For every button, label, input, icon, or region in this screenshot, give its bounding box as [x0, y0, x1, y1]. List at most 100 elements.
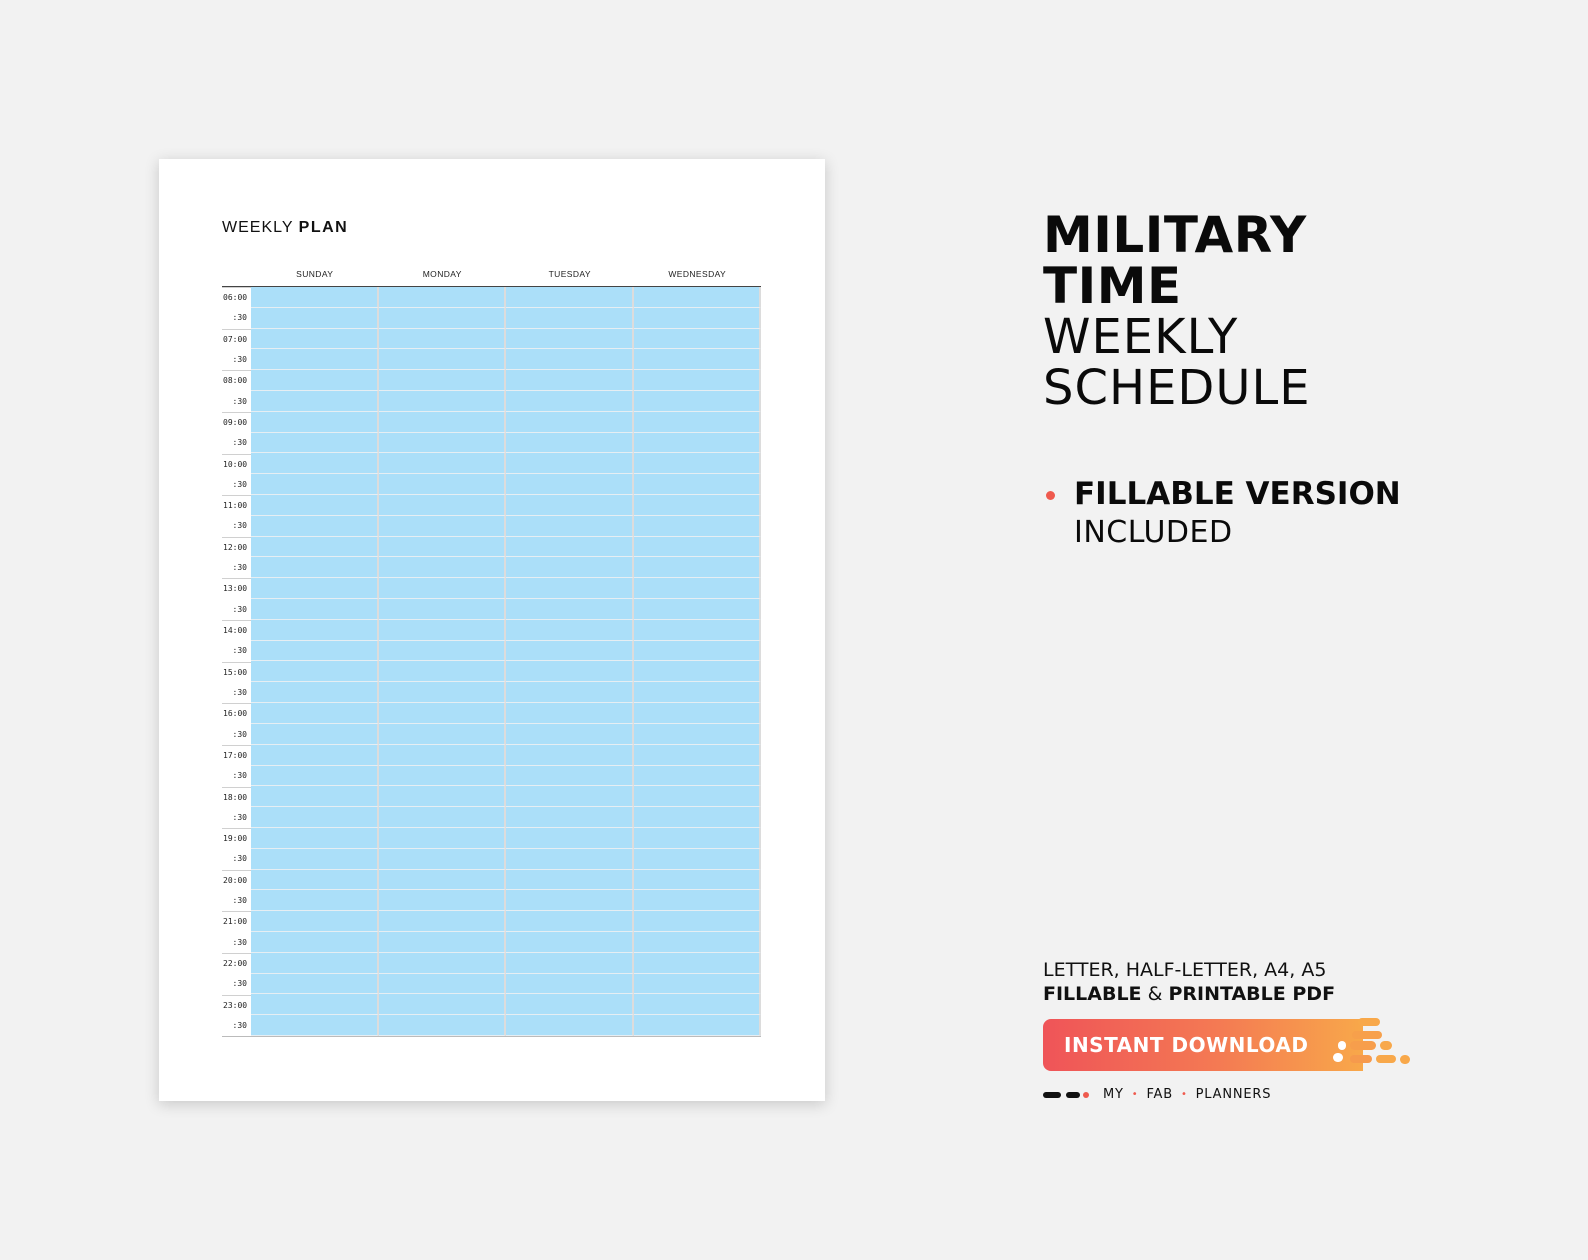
schedule-cell[interactable]: [506, 973, 634, 995]
schedule-cell[interactable]: [378, 640, 506, 662]
schedule-cell[interactable]: [378, 744, 506, 766]
schedule-cell[interactable]: [633, 495, 761, 516]
schedule-cell[interactable]: [506, 807, 634, 828]
schedule-cell[interactable]: [251, 432, 379, 454]
schedule-cell[interactable]: [506, 682, 634, 704]
schedule-cell[interactable]: [251, 495, 379, 516]
schedule-cell[interactable]: [251, 536, 379, 558]
schedule-cell[interactable]: [251, 640, 379, 662]
schedule-cell[interactable]: [378, 578, 506, 600]
schedule-cell[interactable]: [506, 515, 634, 537]
schedule-cell[interactable]: [251, 391, 379, 412]
schedule-cell[interactable]: [378, 723, 506, 745]
schedule-cell[interactable]: [633, 411, 761, 433]
schedule-cell[interactable]: [251, 661, 379, 683]
schedule-cell[interactable]: [251, 682, 379, 704]
schedule-cell[interactable]: [633, 536, 761, 558]
schedule-cell[interactable]: [633, 827, 761, 849]
schedule-cell[interactable]: [378, 287, 506, 308]
schedule-cell[interactable]: [251, 1015, 379, 1036]
schedule-cell[interactable]: [251, 599, 379, 620]
schedule-cell[interactable]: [633, 515, 761, 537]
schedule-cell[interactable]: [378, 515, 506, 537]
schedule-cell[interactable]: [506, 952, 634, 974]
schedule-cell[interactable]: [251, 703, 379, 724]
schedule-cell[interactable]: [506, 619, 634, 641]
schedule-cell[interactable]: [378, 994, 506, 1016]
schedule-cell[interactable]: [251, 411, 379, 433]
schedule-cell[interactable]: [633, 807, 761, 828]
schedule-cell[interactable]: [251, 911, 379, 932]
schedule-cell[interactable]: [378, 328, 506, 350]
schedule-cell[interactable]: [633, 287, 761, 308]
schedule-cell[interactable]: [378, 619, 506, 641]
schedule-cell[interactable]: [506, 765, 634, 787]
schedule-cell[interactable]: [633, 640, 761, 662]
schedule-cell[interactable]: [378, 411, 506, 433]
schedule-cell[interactable]: [251, 349, 379, 371]
schedule-cell[interactable]: [251, 786, 379, 808]
schedule-cell[interactable]: [251, 578, 379, 600]
schedule-cell[interactable]: [506, 1015, 634, 1036]
schedule-cell[interactable]: [633, 578, 761, 600]
schedule-cell[interactable]: [633, 786, 761, 808]
schedule-cell[interactable]: [251, 515, 379, 537]
schedule-cell[interactable]: [506, 661, 634, 683]
schedule-cell[interactable]: [633, 599, 761, 620]
schedule-cell[interactable]: [633, 557, 761, 579]
schedule-cell[interactable]: [506, 474, 634, 496]
schedule-cell[interactable]: [378, 349, 506, 371]
schedule-cell[interactable]: [378, 973, 506, 995]
schedule-cell[interactable]: [506, 890, 634, 912]
schedule-cell[interactable]: [633, 1015, 761, 1036]
schedule-cell[interactable]: [506, 931, 634, 953]
schedule-cell[interactable]: [378, 536, 506, 558]
schedule-cell[interactable]: [506, 744, 634, 766]
schedule-cell[interactable]: [251, 557, 379, 579]
schedule-cell[interactable]: [251, 307, 379, 329]
schedule-cell[interactable]: [633, 349, 761, 371]
schedule-cell[interactable]: [251, 994, 379, 1016]
schedule-cell[interactable]: [633, 703, 761, 724]
schedule-cell[interactable]: [633, 391, 761, 412]
schedule-cell[interactable]: [506, 848, 634, 870]
schedule-cell[interactable]: [378, 453, 506, 475]
schedule-cell[interactable]: [506, 827, 634, 849]
schedule-cell[interactable]: [378, 370, 506, 392]
schedule-cell[interactable]: [633, 328, 761, 350]
schedule-cell[interactable]: [633, 994, 761, 1016]
schedule-cell[interactable]: [506, 349, 634, 371]
schedule-cell[interactable]: [251, 952, 379, 974]
schedule-cell[interactable]: [378, 807, 506, 828]
schedule-cell[interactable]: [378, 703, 506, 724]
schedule-cell[interactable]: [251, 619, 379, 641]
schedule-cell[interactable]: [378, 307, 506, 329]
schedule-cell[interactable]: [633, 682, 761, 704]
schedule-cell[interactable]: [251, 474, 379, 496]
schedule-cell[interactable]: [378, 391, 506, 412]
schedule-cell[interactable]: [633, 952, 761, 974]
schedule-cell[interactable]: [506, 994, 634, 1016]
schedule-cell[interactable]: [251, 973, 379, 995]
schedule-cell[interactable]: [633, 848, 761, 870]
schedule-cell[interactable]: [506, 411, 634, 433]
schedule-cell[interactable]: [506, 640, 634, 662]
schedule-cell[interactable]: [506, 370, 634, 392]
schedule-cell[interactable]: [378, 599, 506, 620]
schedule-cell[interactable]: [633, 432, 761, 454]
schedule-cell[interactable]: [633, 307, 761, 329]
schedule-cell[interactable]: [251, 328, 379, 350]
schedule-cell[interactable]: [251, 744, 379, 766]
schedule-cell[interactable]: [251, 453, 379, 475]
schedule-cell[interactable]: [378, 495, 506, 516]
schedule-cell[interactable]: [633, 890, 761, 912]
schedule-cell[interactable]: [633, 973, 761, 995]
schedule-cell[interactable]: [633, 619, 761, 641]
schedule-cell[interactable]: [378, 869, 506, 891]
schedule-cell[interactable]: [506, 495, 634, 516]
schedule-cell[interactable]: [506, 453, 634, 475]
schedule-cell[interactable]: [633, 869, 761, 891]
schedule-cell[interactable]: [378, 1015, 506, 1036]
schedule-cell[interactable]: [633, 723, 761, 745]
schedule-cell[interactable]: [251, 848, 379, 870]
